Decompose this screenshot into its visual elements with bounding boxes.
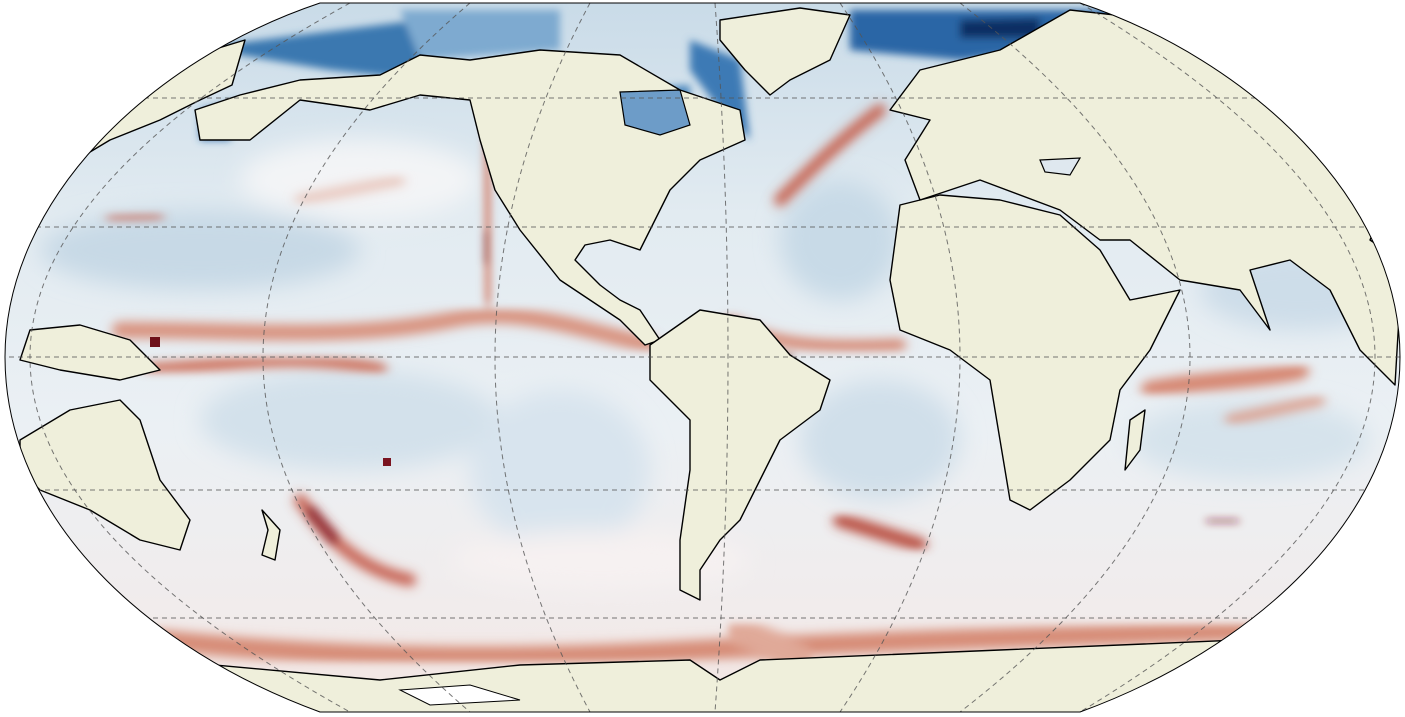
meridian <box>959 3 1191 712</box>
streak <box>143 352 387 377</box>
patch <box>240 140 480 220</box>
patch <box>470 390 650 550</box>
streak <box>774 104 886 206</box>
patch <box>780 180 900 300</box>
new-zealand <box>261 509 281 561</box>
streak <box>150 620 1270 667</box>
streak <box>1141 361 1309 399</box>
warm-anomalies <box>106 104 1325 675</box>
streak <box>833 513 927 552</box>
ice-shelf <box>398 684 521 706</box>
meridian <box>262 3 471 712</box>
hot-spot <box>383 458 391 466</box>
streak <box>295 175 405 205</box>
map-outline <box>4 2 1401 713</box>
streak <box>112 307 658 353</box>
patch <box>1130 400 1370 480</box>
black-sea <box>1039 157 1082 176</box>
meridian <box>1079 3 1376 712</box>
antarctica <box>5 639 1400 712</box>
streak <box>725 615 815 675</box>
south-america <box>649 309 831 601</box>
africa <box>889 194 1181 511</box>
streak <box>306 506 339 544</box>
hot-spot <box>150 337 160 347</box>
hudson-bay <box>619 89 691 136</box>
greenland <box>719 7 851 96</box>
streak <box>1204 514 1241 528</box>
patch <box>40 210 360 290</box>
meridian <box>494 3 591 712</box>
maritime-asia <box>19 324 161 381</box>
streak <box>1225 395 1325 425</box>
patch <box>400 10 560 60</box>
madagascar <box>1124 409 1146 471</box>
patch <box>220 20 420 80</box>
patch <box>960 18 1040 38</box>
ocean-texture <box>40 140 1400 590</box>
meridian <box>714 3 729 712</box>
meridian <box>839 3 961 712</box>
patch <box>450 530 750 590</box>
graticule <box>5 3 1400 712</box>
patch <box>800 380 960 500</box>
meridian <box>29 3 351 712</box>
patch <box>200 370 500 470</box>
streak <box>106 211 164 224</box>
streak <box>479 229 493 266</box>
